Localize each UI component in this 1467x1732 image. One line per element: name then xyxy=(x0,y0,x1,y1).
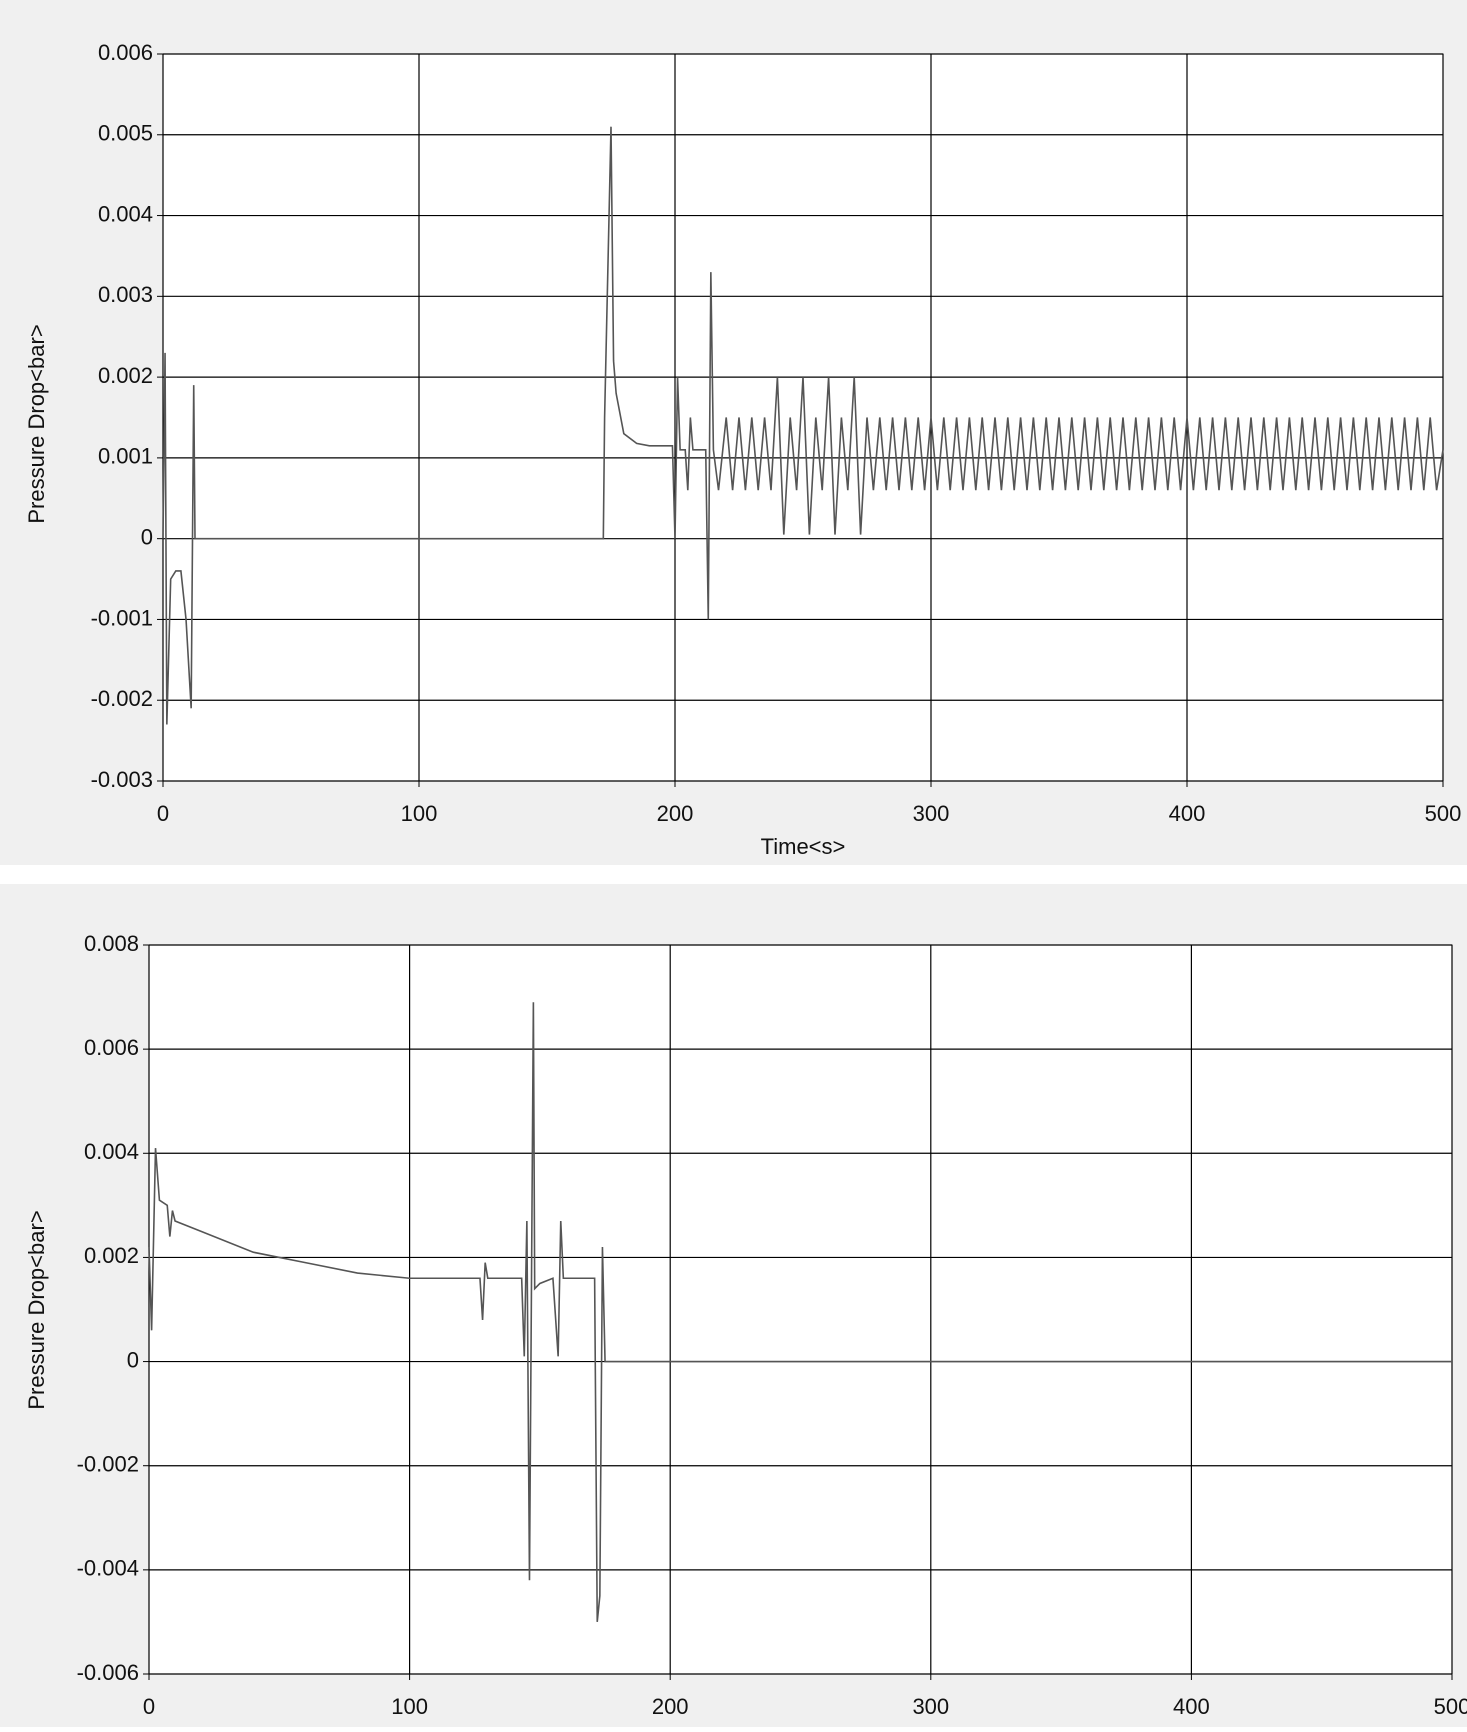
y-tick-label: 0.004 xyxy=(84,1139,139,1164)
y-tick-label: -0.004 xyxy=(77,1556,139,1581)
x-tick-label: 300 xyxy=(912,1694,949,1719)
x-tick-label: 400 xyxy=(1173,1694,1210,1719)
y-tick-label: 0.008 xyxy=(84,931,139,956)
y-tick-label: 0.006 xyxy=(98,40,153,65)
y-tick-label: -0.003 xyxy=(91,767,153,792)
x-tick-label: 0 xyxy=(157,801,169,826)
y-tick-label: 0 xyxy=(141,524,153,549)
y-tick-label: -0.002 xyxy=(77,1452,139,1477)
x-tick-label: 0 xyxy=(143,1694,155,1719)
y-tick-label: -0.006 xyxy=(77,1660,139,1685)
y-tick-label: 0.004 xyxy=(98,201,153,226)
x-tick-label: 200 xyxy=(652,1694,689,1719)
y-tick-label: 0.005 xyxy=(98,121,153,146)
y-axis-title: Pressure Drop<bar> xyxy=(24,324,49,523)
y-tick-label: -0.001 xyxy=(91,605,153,630)
y-tick-label: 0.002 xyxy=(98,363,153,388)
y-tick-label: -0.002 xyxy=(91,686,153,711)
x-tick-label: 100 xyxy=(401,801,438,826)
y-tick-label: 0.001 xyxy=(98,444,153,469)
y-axis-title: Pressure Drop<bar> xyxy=(24,1210,49,1409)
x-tick-label: 400 xyxy=(1169,801,1206,826)
x-tick-label: 300 xyxy=(913,801,950,826)
data-line xyxy=(148,1002,1452,1623)
x-tick-label: 100 xyxy=(391,1694,428,1719)
data-line xyxy=(162,126,1444,725)
plot-area xyxy=(162,53,1444,782)
x-tick-label: 500 xyxy=(1425,801,1462,826)
x-tick-label: 200 xyxy=(657,801,694,826)
y-tick-label: 0 xyxy=(127,1347,139,1372)
x-axis-title: Time<s> xyxy=(761,834,846,859)
y-tick-label: 0.003 xyxy=(98,282,153,307)
y-tick-label: 0.002 xyxy=(84,1243,139,1268)
x-tick-label: 500 xyxy=(1434,1694,1467,1719)
plot-area xyxy=(148,944,1453,1675)
y-tick-label: 0.006 xyxy=(84,1035,139,1060)
